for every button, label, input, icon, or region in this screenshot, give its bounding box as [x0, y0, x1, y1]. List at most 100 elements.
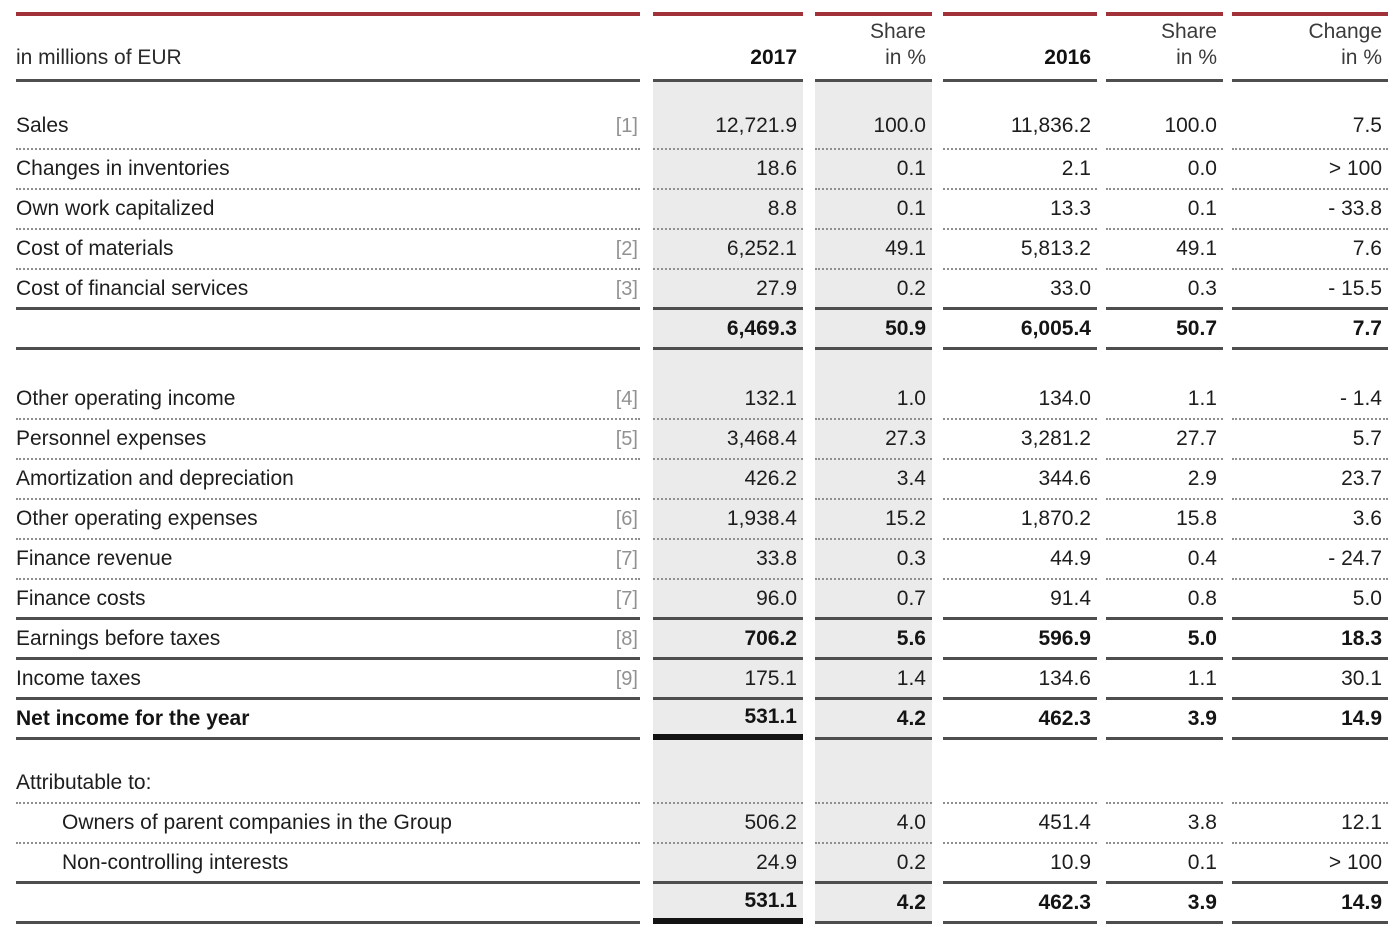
- row-cost-of-financial-services: Cost of financial services [3] 27.9 0.2 …: [16, 270, 1390, 310]
- note-ref: [2]: [615, 238, 638, 260]
- row-label-cell: Net income for the year: [16, 700, 640, 740]
- value-2016: 451.4: [943, 804, 1097, 844]
- row-label: Net income for the year: [16, 706, 250, 730]
- row-label-cell: Cost of financial services [3]: [16, 270, 640, 310]
- row-label-cell: Other operating expenses [6]: [16, 500, 640, 540]
- row-sales: Sales [1] 12,721.9 100.0 11,836.2 100.0 …: [16, 82, 1390, 150]
- value-2017: 426.2: [653, 460, 803, 500]
- row-label-cell: Personnel expenses [5]: [16, 420, 640, 460]
- unit-label: in millions of EUR: [16, 46, 182, 69]
- row-label: Sales: [16, 114, 69, 137]
- header-share-line2: in %: [885, 46, 926, 69]
- value-share-2016: 1.1: [1106, 660, 1223, 700]
- row-income-taxes: Income taxes [9] 175.1 1.4 134.6 1.1 30.…: [16, 660, 1390, 700]
- value-share-2016: 1.1: [1106, 380, 1223, 420]
- value-2017: 96.0: [653, 580, 803, 620]
- row-label-cell: Attributable to:: [16, 764, 640, 804]
- value-2017: 132.1: [653, 380, 803, 420]
- value-2016: 13.3: [943, 190, 1097, 230]
- value-share-2017: 49.1: [815, 230, 932, 270]
- value-share-2017: 5.6: [815, 620, 932, 660]
- row-label-cell: Amortization and depreciation: [16, 460, 640, 500]
- note-ref: [7]: [615, 548, 638, 570]
- row-label: Owners of parent companies in the Group: [62, 811, 452, 834]
- value-2016: 5,813.2: [943, 230, 1097, 270]
- value-share-2017: 50.9: [815, 310, 932, 350]
- value-2016: 3,281.2: [943, 420, 1097, 460]
- value-2017: 27.9: [653, 270, 803, 310]
- value-share-2017: 15.2: [815, 500, 932, 540]
- note-ref: [6]: [615, 508, 638, 530]
- value-change-pct: [1232, 764, 1388, 804]
- note-ref: [4]: [615, 388, 638, 410]
- value-share-2017: 0.2: [815, 844, 932, 884]
- value-2016: 11,836.2: [943, 82, 1097, 150]
- row-non-controlling-interests: Non-controlling interests 24.9 0.2 10.9 …: [16, 844, 1390, 884]
- header-share-line1: Share: [869, 20, 926, 43]
- row-label: Income taxes: [16, 666, 141, 690]
- value-share-2017: 0.3: [815, 540, 932, 580]
- row-label: Cost of materials: [16, 237, 174, 260]
- row-changes-in-inventories: Changes in inventories 18.6 0.1 2.1 0.0 …: [16, 150, 1390, 190]
- value-share-2017: 0.2: [815, 270, 932, 310]
- value-2017: 531.1: [653, 884, 803, 924]
- header-change-line1: Change: [1308, 20, 1382, 43]
- row-label: Own work capitalized: [16, 197, 215, 220]
- value-2016: 344.6: [943, 460, 1097, 500]
- value-share-2016: 0.1: [1106, 190, 1223, 230]
- value-2016: 33.0: [943, 270, 1097, 310]
- value-change-pct: - 33.8: [1232, 190, 1388, 230]
- value-2016: 10.9: [943, 844, 1097, 884]
- value-change-pct: 7.7: [1232, 310, 1388, 350]
- value-2017: 12,721.9: [653, 82, 803, 150]
- row-other-operating-income: Other operating income [4] 132.1 1.0 134…: [16, 380, 1390, 420]
- value-2016: 134.0: [943, 380, 1097, 420]
- value-share-2017: 100.0: [815, 82, 932, 150]
- value-2016: 2.1: [943, 150, 1097, 190]
- row-label-cell: Sales [1]: [16, 82, 640, 150]
- value-change-pct: 14.9: [1232, 700, 1388, 740]
- row-personnel-expenses: Personnel expenses [5] 3,468.4 27.3 3,28…: [16, 420, 1390, 460]
- value-share-2017: 4.2: [815, 884, 932, 924]
- value-share-2017: 1.4: [815, 660, 932, 700]
- note-ref: [5]: [615, 428, 638, 450]
- value-change-pct: 30.1: [1232, 660, 1388, 700]
- value-share-2017: [815, 764, 932, 804]
- row-label-cell: Changes in inventories: [16, 150, 640, 190]
- value-2017: 175.1: [653, 660, 803, 700]
- value-share-2016: 0.0: [1106, 150, 1223, 190]
- row-label-cell: [16, 310, 640, 350]
- row-label-cell: Owners of parent companies in the Group: [16, 804, 640, 844]
- value-2017: 6,469.3: [653, 310, 803, 350]
- value-2017: 506.2: [653, 804, 803, 844]
- row-label: Attributable to:: [16, 771, 152, 794]
- value-share-2016: 100.0: [1106, 82, 1223, 150]
- row-cost-subtotal: 6,469.3 50.9 6,005.4 50.7 7.7: [16, 310, 1390, 350]
- value-2016: [943, 764, 1097, 804]
- value-share-2016: 15.8: [1106, 500, 1223, 540]
- value-share-2017: 0.1: [815, 150, 932, 190]
- row-label: Cost of financial services: [16, 276, 249, 300]
- header-share2-line1: Share: [1160, 20, 1217, 43]
- row-attributable-heading: Attributable to:: [16, 764, 1390, 804]
- value-2017: 6,252.1: [653, 230, 803, 270]
- value-change-pct: 7.5: [1232, 82, 1388, 150]
- value-share-2017: 27.3: [815, 420, 932, 460]
- table-header: in millions of EUR 2017 Share in % 2016 …: [16, 12, 1390, 82]
- value-2017: 8.8: [653, 190, 803, 230]
- value-change-pct: 12.1: [1232, 804, 1388, 844]
- value-share-2017: 3.4: [815, 460, 932, 500]
- value-change-pct: - 1.4: [1232, 380, 1388, 420]
- row-label: Personnel expenses: [16, 427, 207, 450]
- value-2017: 531.1: [653, 700, 803, 740]
- note-ref: [8]: [615, 627, 638, 650]
- header-year-2017: 2017: [750, 46, 797, 69]
- header-col-2017: 2017: [653, 12, 803, 82]
- value-change-pct: > 100: [1232, 150, 1388, 190]
- value-2017: 1,938.4: [653, 500, 803, 540]
- value-2016: 91.4: [943, 580, 1097, 620]
- row-net-income: Net income for the year 531.1 4.2 462.3 …: [16, 700, 1390, 740]
- row-label: Changes in inventories: [16, 157, 230, 180]
- value-2016: 134.6: [943, 660, 1097, 700]
- row-label: Amortization and depreciation: [16, 467, 294, 490]
